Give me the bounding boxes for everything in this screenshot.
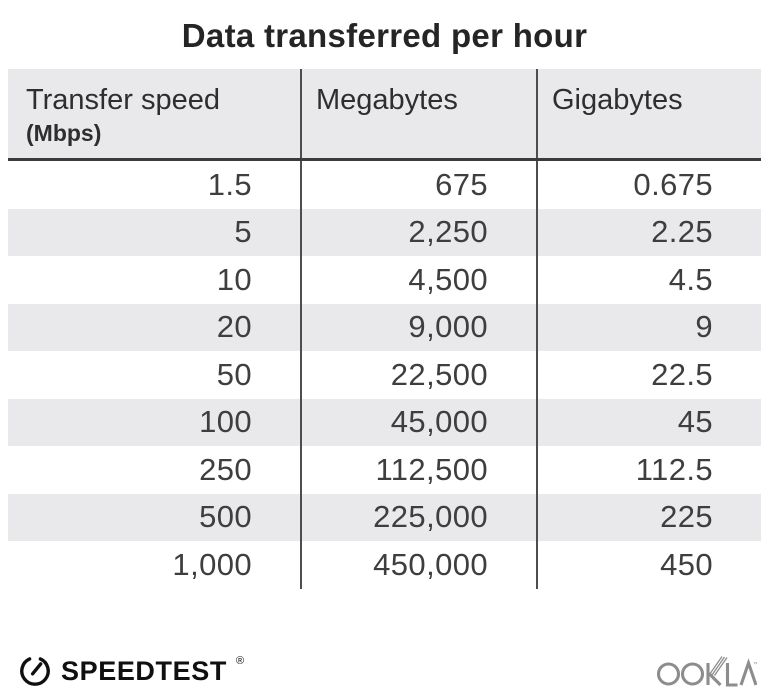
table-row: 10 4,500 4.5 (8, 256, 761, 304)
cell-megabytes: 112,500 (302, 446, 538, 494)
footer: SPEEDTEST ® ™ (18, 653, 757, 689)
cell-transfer-speed: 250 (8, 446, 302, 494)
table-header: Transfer speed (Mbps) Megabytes Gigabyte… (8, 69, 761, 161)
table-body: 1.5 675 0.675 5 2,250 2.25 10 4,500 4.5 … (8, 161, 761, 589)
table-row: 50 22,500 22.5 (8, 351, 761, 399)
cell-megabytes: 45,000 (302, 398, 538, 446)
cell-gigabytes: 450 (660, 546, 713, 582)
trademark-mark: ™ (753, 661, 757, 668)
cell-megabytes: 4,500 (302, 256, 538, 304)
header-transfer-speed: Transfer speed (Mbps) (8, 69, 302, 158)
header-gigabytes-label: Gigabytes (552, 84, 683, 116)
ookla-wordmark-icon: ™ (657, 656, 757, 687)
cell-transfer-speed: 100 (8, 398, 302, 446)
cell-transfer-speed: 10 (8, 256, 302, 304)
table-row: 5 2,250 2.25 (8, 208, 761, 256)
cell-transfer-speed: 20 (8, 303, 302, 351)
cell-transfer-speed: 500 (8, 493, 302, 541)
cell-megabytes: 450,000 (302, 541, 538, 589)
header-megabytes: Megabytes (302, 69, 538, 158)
cell-gigabytes: 9 (695, 309, 713, 345)
cell-gigabytes: 112.5 (635, 451, 713, 487)
page-title: Data transferred per hour (181, 17, 588, 54)
cell-megabytes: 225,000 (302, 493, 538, 541)
registered-mark: ® (235, 655, 245, 667)
cell-transfer-speed: 1,000 (8, 541, 302, 589)
cell-megabytes: 9,000 (302, 303, 538, 351)
cell-transfer-speed: 1.5 (8, 161, 302, 209)
cell-megabytes: 675 (302, 161, 538, 209)
speedtest-wordmark: SPEEDTEST (61, 655, 227, 686)
cell-transfer-speed: 5 (8, 208, 302, 256)
cell-gigabytes: 0.675 (633, 166, 713, 202)
data-table: Transfer speed (Mbps) Megabytes Gigabyte… (8, 69, 761, 589)
ookla-logo: ™ (657, 653, 757, 689)
speedtest-gauge-icon (20, 657, 50, 686)
table-row: 250 112,500 112.5 (8, 446, 761, 494)
cell-megabytes: 22,500 (302, 351, 538, 399)
cell-gigabytes: 4.5 (668, 261, 713, 297)
header-transfer-speed-label: Transfer speed (26, 84, 220, 116)
cell-gigabytes: 2.25 (651, 214, 713, 250)
cell-gigabytes: 225 (660, 499, 713, 535)
table-row: 1.5 675 0.675 (8, 161, 761, 209)
speedtest-logo: SPEEDTEST ® (18, 654, 244, 688)
cell-gigabytes: 45 (677, 404, 713, 440)
table-row: 500 225,000 225 (8, 493, 761, 541)
table-row: 100 45,000 45 (8, 398, 761, 446)
header-megabytes-label: Megabytes (316, 84, 458, 116)
cell-transfer-speed: 50 (8, 351, 302, 399)
header-gigabytes: Gigabytes (538, 69, 761, 158)
cell-gigabytes: 22.5 (651, 356, 713, 392)
table-row: 20 9,000 9 (8, 303, 761, 351)
cell-megabytes: 2,250 (302, 208, 538, 256)
table-row: 1,000 450,000 450 (8, 541, 761, 589)
header-mbps-label: (Mbps) (26, 120, 102, 146)
